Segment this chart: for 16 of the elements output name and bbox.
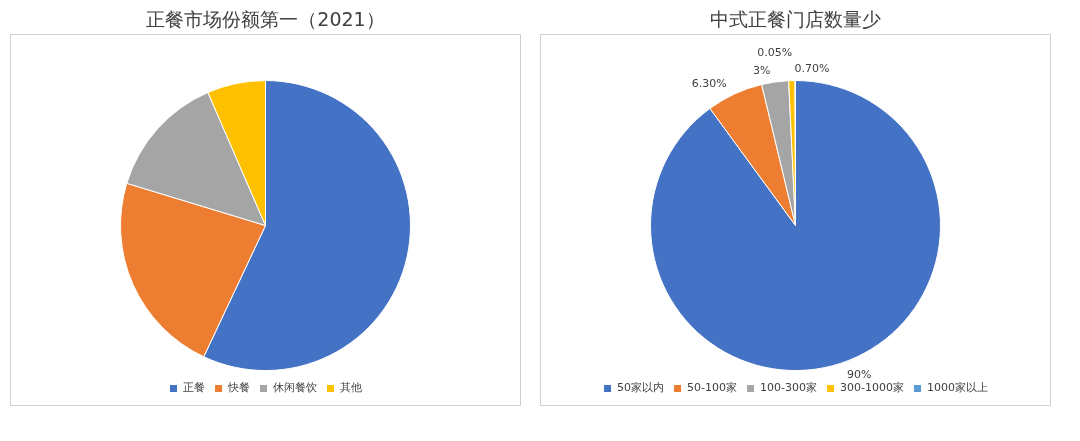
data-label: 3% bbox=[753, 64, 771, 77]
data-label: 6.30% bbox=[691, 76, 727, 90]
data-label: 90% bbox=[847, 367, 872, 381]
legend-label: 50家以内 bbox=[617, 380, 665, 395]
legend-label: 快餐 bbox=[228, 380, 250, 395]
legend-label: 100-300家 bbox=[760, 380, 817, 395]
data-label: 0.05% bbox=[757, 46, 793, 60]
data-label: 0.70% bbox=[794, 62, 830, 76]
chart-title: 正餐市场份额第一（2021） bbox=[146, 7, 385, 30]
chart-title: 中式正餐门店数量少 bbox=[710, 7, 881, 30]
legend-label: 50-100家 bbox=[687, 380, 738, 395]
legend-label: 其他 bbox=[340, 380, 362, 395]
legend-label: 休闲餐饮 bbox=[273, 380, 317, 395]
legend-label: 300-1000家 bbox=[839, 380, 904, 395]
legend-label: 正餐 bbox=[183, 380, 205, 395]
legend-label: 1000家以上 bbox=[926, 380, 988, 395]
